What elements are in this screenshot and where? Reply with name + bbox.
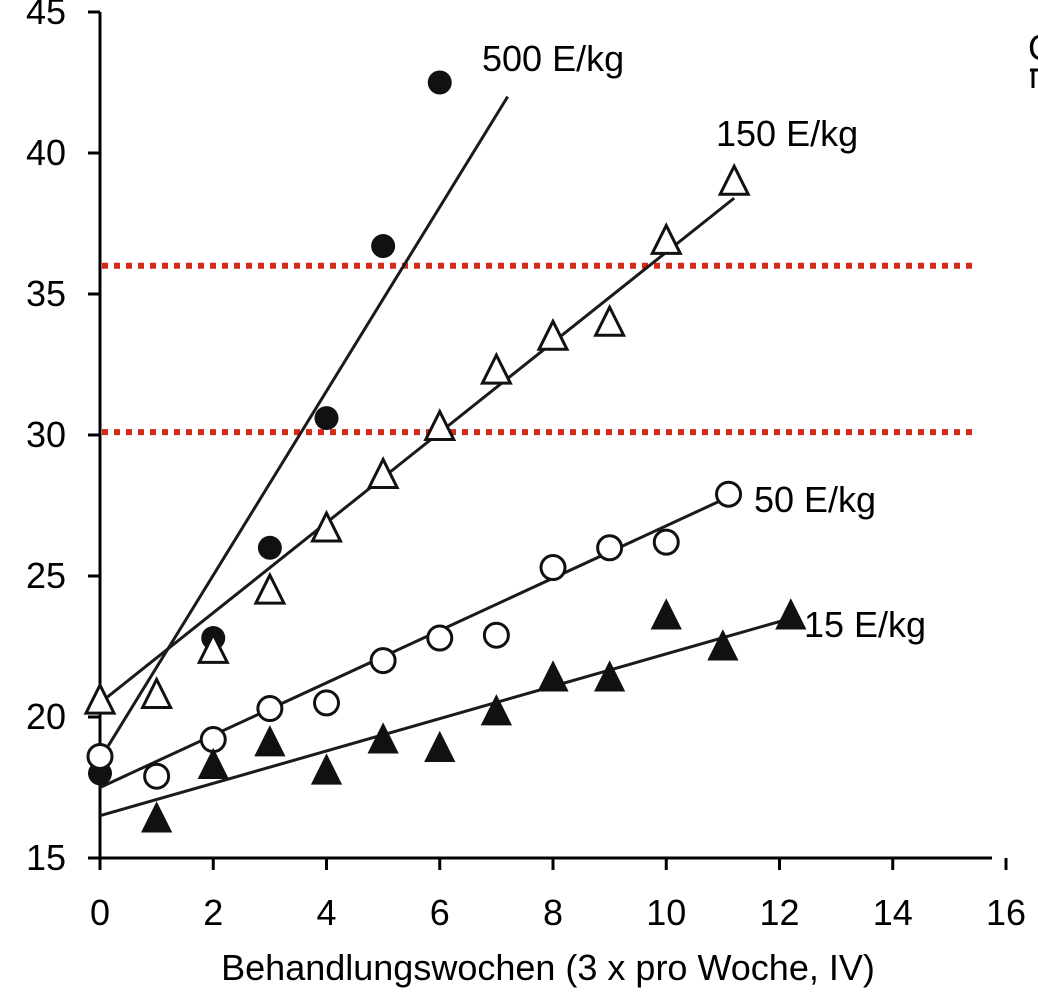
x-axis-title: Behandlungswochen (3 x pro Woche, IV) bbox=[221, 947, 875, 988]
x-tick-label-4: 4 bbox=[316, 892, 336, 933]
y-tick-label-35: 35 bbox=[26, 273, 66, 314]
point-s3-0 bbox=[141, 801, 173, 833]
fit-lines bbox=[98, 95, 792, 818]
point-s3-10 bbox=[707, 629, 739, 661]
x-tick-label-10: 10 bbox=[646, 892, 686, 933]
point-s1-11 bbox=[717, 162, 751, 196]
y-tick-label-40: 40 bbox=[26, 132, 66, 173]
point-s1-10 bbox=[649, 222, 683, 255]
point-s1-6 bbox=[423, 408, 457, 442]
point-s3-1 bbox=[197, 747, 229, 779]
point-s1-1 bbox=[140, 676, 174, 709]
point-s3-8 bbox=[594, 660, 626, 692]
point-s1-3 bbox=[253, 571, 287, 605]
fit-line-3 bbox=[99, 616, 792, 818]
x-tick-label-0: 0 bbox=[90, 892, 110, 933]
point-s3-4 bbox=[367, 722, 399, 754]
fit-line-2 bbox=[99, 495, 730, 789]
x-tick-label-14: 14 bbox=[873, 892, 913, 933]
point-s3-5 bbox=[424, 730, 456, 763]
point-s1-7 bbox=[479, 351, 513, 385]
x-tick-label-2: 2 bbox=[203, 892, 223, 933]
point-s2-8 bbox=[539, 554, 567, 582]
point-s2-5 bbox=[369, 647, 397, 675]
point-s2-1 bbox=[143, 762, 171, 790]
point-s3-2 bbox=[254, 725, 286, 757]
point-s2-3 bbox=[256, 695, 284, 723]
y-tick-label-15: 15 bbox=[26, 837, 66, 878]
corner-text: G bbox=[1028, 27, 1038, 68]
point-s2-7 bbox=[482, 621, 510, 649]
point-s3-7 bbox=[537, 660, 569, 692]
point-s0-2 bbox=[257, 535, 282, 560]
series-label-500: 500 E/kg bbox=[482, 38, 624, 79]
point-s1-0 bbox=[83, 681, 117, 715]
y-tick-label-45: 45 bbox=[26, 0, 66, 32]
point-s1-8 bbox=[536, 317, 570, 351]
point-s3-9 bbox=[650, 598, 682, 630]
markers bbox=[83, 70, 807, 833]
x-tick-label-12: 12 bbox=[759, 892, 799, 933]
point-s1-4 bbox=[310, 509, 343, 543]
y-tick-label-30: 30 bbox=[26, 414, 66, 455]
ticks: 15 20 25 30 35 40 45 0 2 4 6 8 10 12 14 16 bbox=[26, 0, 1026, 933]
x-tick-label-16: 16 bbox=[986, 892, 1026, 933]
y-tick-label-25: 25 bbox=[26, 555, 66, 596]
series-label-150: 150 E/kg bbox=[716, 113, 858, 154]
point-s0-3 bbox=[314, 406, 339, 431]
point-s3-11 bbox=[775, 598, 807, 630]
point-s2-4 bbox=[313, 689, 340, 717]
point-s2-10 bbox=[652, 528, 680, 556]
point-s2-6 bbox=[426, 624, 454, 652]
point-s2-11 bbox=[715, 480, 743, 508]
point-s0-5 bbox=[427, 70, 452, 95]
x-tick-label-8: 8 bbox=[543, 892, 563, 933]
series-label-15: 15 E/kg bbox=[804, 604, 926, 645]
reference-lines bbox=[102, 262, 978, 436]
point-s1-5 bbox=[366, 456, 400, 489]
point-s3-6 bbox=[480, 694, 512, 726]
series-label-50: 50 E/kg bbox=[754, 479, 876, 520]
point-s1-2 bbox=[196, 630, 230, 664]
point-s0-4 bbox=[371, 234, 396, 259]
fit-line-1 bbox=[99, 196, 736, 705]
point-s1-9 bbox=[593, 303, 627, 337]
point-s2-9 bbox=[596, 534, 624, 562]
y-tick-label-20: 20 bbox=[26, 696, 66, 737]
point-s3-3 bbox=[310, 753, 343, 785]
x-tick-label-6: 6 bbox=[430, 892, 450, 933]
point-s2-0 bbox=[86, 742, 114, 770]
